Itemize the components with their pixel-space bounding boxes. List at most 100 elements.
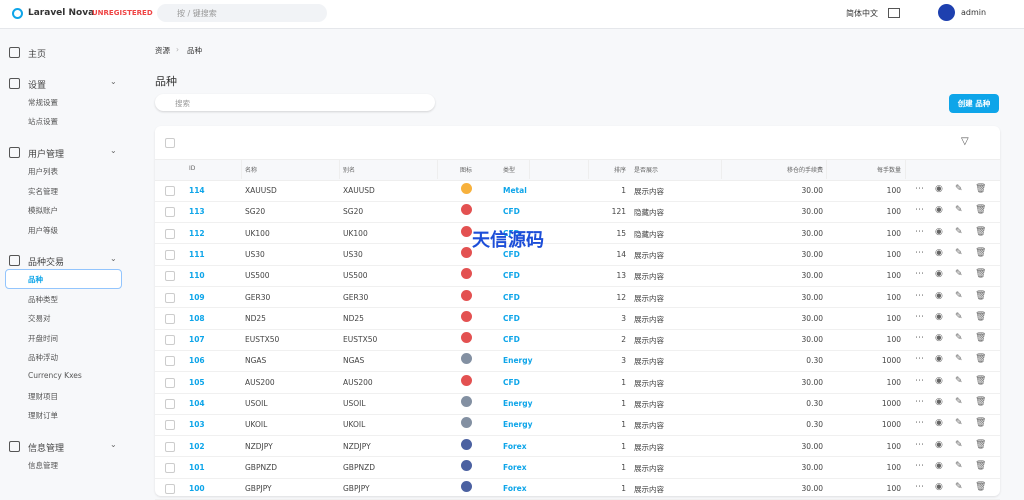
- nav-item[interactable]: 实名管理: [28, 186, 58, 196]
- cell[interactable]: 102: [189, 441, 205, 451]
- column-header[interactable]: 类型: [503, 167, 516, 174]
- row-more[interactable]: ⋯: [915, 205, 924, 216]
- row-checkbox[interactable]: [165, 462, 175, 473]
- row-view[interactable]: ◉: [935, 311, 943, 322]
- cell[interactable]: 103: [189, 420, 205, 430]
- row-delete[interactable]: 🗑: [975, 311, 987, 322]
- nav-item[interactable]: 开盘时间: [28, 333, 58, 343]
- icon-screen[interactable]: [888, 8, 900, 18]
- row-edit[interactable]: ✎: [955, 397, 963, 407]
- row-delete[interactable]: 🗑: [975, 354, 987, 365]
- nav-chevron[interactable]: ⌄: [110, 439, 117, 449]
- row-view[interactable]: ◉: [935, 439, 943, 450]
- column-header[interactable]: ID: [189, 165, 196, 172]
- row-checkbox[interactable]: [165, 335, 175, 346]
- column-header[interactable]: 名称: [245, 167, 258, 174]
- brand[interactable]: Laravel Nova: [28, 8, 95, 18]
- cell[interactable]: 100: [189, 484, 205, 494]
- cell[interactable]: CFD: [503, 249, 520, 259]
- row-delete[interactable]: 🗑: [975, 269, 987, 280]
- cell[interactable]: 104: [189, 399, 205, 408]
- nav-item[interactable]: 用户等级: [28, 225, 58, 235]
- nav-item[interactable]: 理财项目: [28, 391, 58, 401]
- row-view[interactable]: ◉: [935, 226, 943, 237]
- row-view[interactable]: ◉: [935, 354, 943, 365]
- cell[interactable]: Energy: [503, 356, 533, 366]
- cell[interactable]: 111: [189, 249, 205, 259]
- row-delete[interactable]: 🗑: [975, 184, 987, 194]
- cell[interactable]: CFD: [503, 228, 520, 238]
- row-delete[interactable]: 🗑: [975, 482, 987, 493]
- nav-section[interactable]: 信息管理: [28, 443, 65, 454]
- cell[interactable]: Energy: [503, 399, 533, 408]
- nav-item[interactable]: 品种浮动: [28, 353, 58, 362]
- row-view[interactable]: ◉: [935, 184, 943, 194]
- cell[interactable]: 109: [189, 292, 205, 302]
- row-more[interactable]: ⋯: [915, 226, 924, 237]
- row-more[interactable]: ⋯: [915, 290, 924, 301]
- nav-section[interactable]: 主页: [28, 50, 47, 60]
- row-more[interactable]: ⋯: [915, 375, 924, 386]
- nav-chevron[interactable]: ⌄: [110, 253, 117, 263]
- row-checkbox[interactable]: [165, 228, 175, 239]
- row-edit[interactable]: ✎: [955, 184, 963, 194]
- nav-section[interactable]: 品种交易: [28, 257, 65, 268]
- row-view[interactable]: ◉: [935, 247, 943, 258]
- nav-item[interactable]: 站点设置: [28, 117, 58, 127]
- row-more[interactable]: ⋯: [915, 311, 924, 322]
- row-checkbox[interactable]: [165, 313, 175, 324]
- nav-section[interactable]: 设置: [28, 80, 47, 91]
- cell[interactable]: 114: [189, 186, 205, 195]
- row-edit[interactable]: ✎: [955, 460, 963, 471]
- cell[interactable]: 112: [189, 228, 205, 238]
- nav-chevron[interactable]: ⌄: [110, 145, 117, 155]
- row-delete[interactable]: 🗑: [975, 247, 987, 258]
- cell[interactable]: Energy: [503, 420, 533, 430]
- nav-item[interactable]: 信息管理: [28, 461, 58, 471]
- row-edit[interactable]: ✎: [955, 354, 963, 365]
- row-checkbox[interactable]: [165, 207, 175, 218]
- create-button[interactable]: 创建 品种: [949, 94, 999, 113]
- cell[interactable]: 107: [189, 335, 205, 345]
- row-edit[interactable]: ✎: [955, 205, 963, 216]
- cell[interactable]: 105: [189, 377, 205, 387]
- row-view[interactable]: ◉: [935, 290, 943, 301]
- row-view[interactable]: ◉: [935, 375, 943, 386]
- row-more[interactable]: ⋯: [915, 354, 924, 365]
- cell[interactable]: CFD: [503, 292, 520, 302]
- row-more[interactable]: ⋯: [915, 184, 924, 194]
- cell[interactable]: 108: [189, 313, 205, 323]
- row-edit[interactable]: ✎: [955, 418, 963, 429]
- row-checkbox[interactable]: [165, 441, 175, 452]
- row-edit[interactable]: ✎: [955, 247, 963, 258]
- row-checkbox[interactable]: [165, 271, 175, 282]
- row-checkbox[interactable]: [165, 420, 175, 431]
- nav-item[interactable]: 交易对: [28, 314, 51, 324]
- cell[interactable]: Forex: [503, 441, 527, 451]
- row-edit[interactable]: ✎: [955, 311, 963, 322]
- nav-item[interactable]: 品种: [28, 275, 43, 285]
- cell[interactable]: 106: [189, 356, 205, 366]
- row-delete[interactable]: 🗑: [975, 205, 987, 216]
- nav-chevron[interactable]: ⌄: [110, 76, 117, 86]
- row-more[interactable]: ⋯: [915, 439, 924, 450]
- breadcrumb-1[interactable]: 资源: [155, 46, 170, 55]
- row-view[interactable]: ◉: [935, 205, 943, 216]
- row-checkbox[interactable]: [165, 249, 175, 260]
- nav-item[interactable]: 模拟账户: [28, 206, 58, 216]
- row-edit[interactable]: ✎: [955, 290, 963, 301]
- row-view[interactable]: ◉: [935, 269, 943, 280]
- cell[interactable]: CFD: [503, 313, 520, 323]
- row-checkbox[interactable]: [165, 186, 175, 196]
- nav-item[interactable]: 用户列表: [28, 167, 58, 177]
- cell[interactable]: Forex: [503, 484, 527, 494]
- row-delete[interactable]: 🗑: [975, 333, 987, 344]
- resource-search[interactable]: 搜索: [155, 94, 435, 111]
- nav-item[interactable]: Currency Kxes: [28, 371, 82, 381]
- row-edit[interactable]: ✎: [955, 482, 963, 493]
- filter[interactable]: ▽: [961, 136, 969, 147]
- row-delete[interactable]: 🗑: [975, 418, 987, 429]
- row-view[interactable]: ◉: [935, 397, 943, 407]
- cell[interactable]: 101: [189, 462, 205, 472]
- row-edit[interactable]: ✎: [955, 439, 963, 450]
